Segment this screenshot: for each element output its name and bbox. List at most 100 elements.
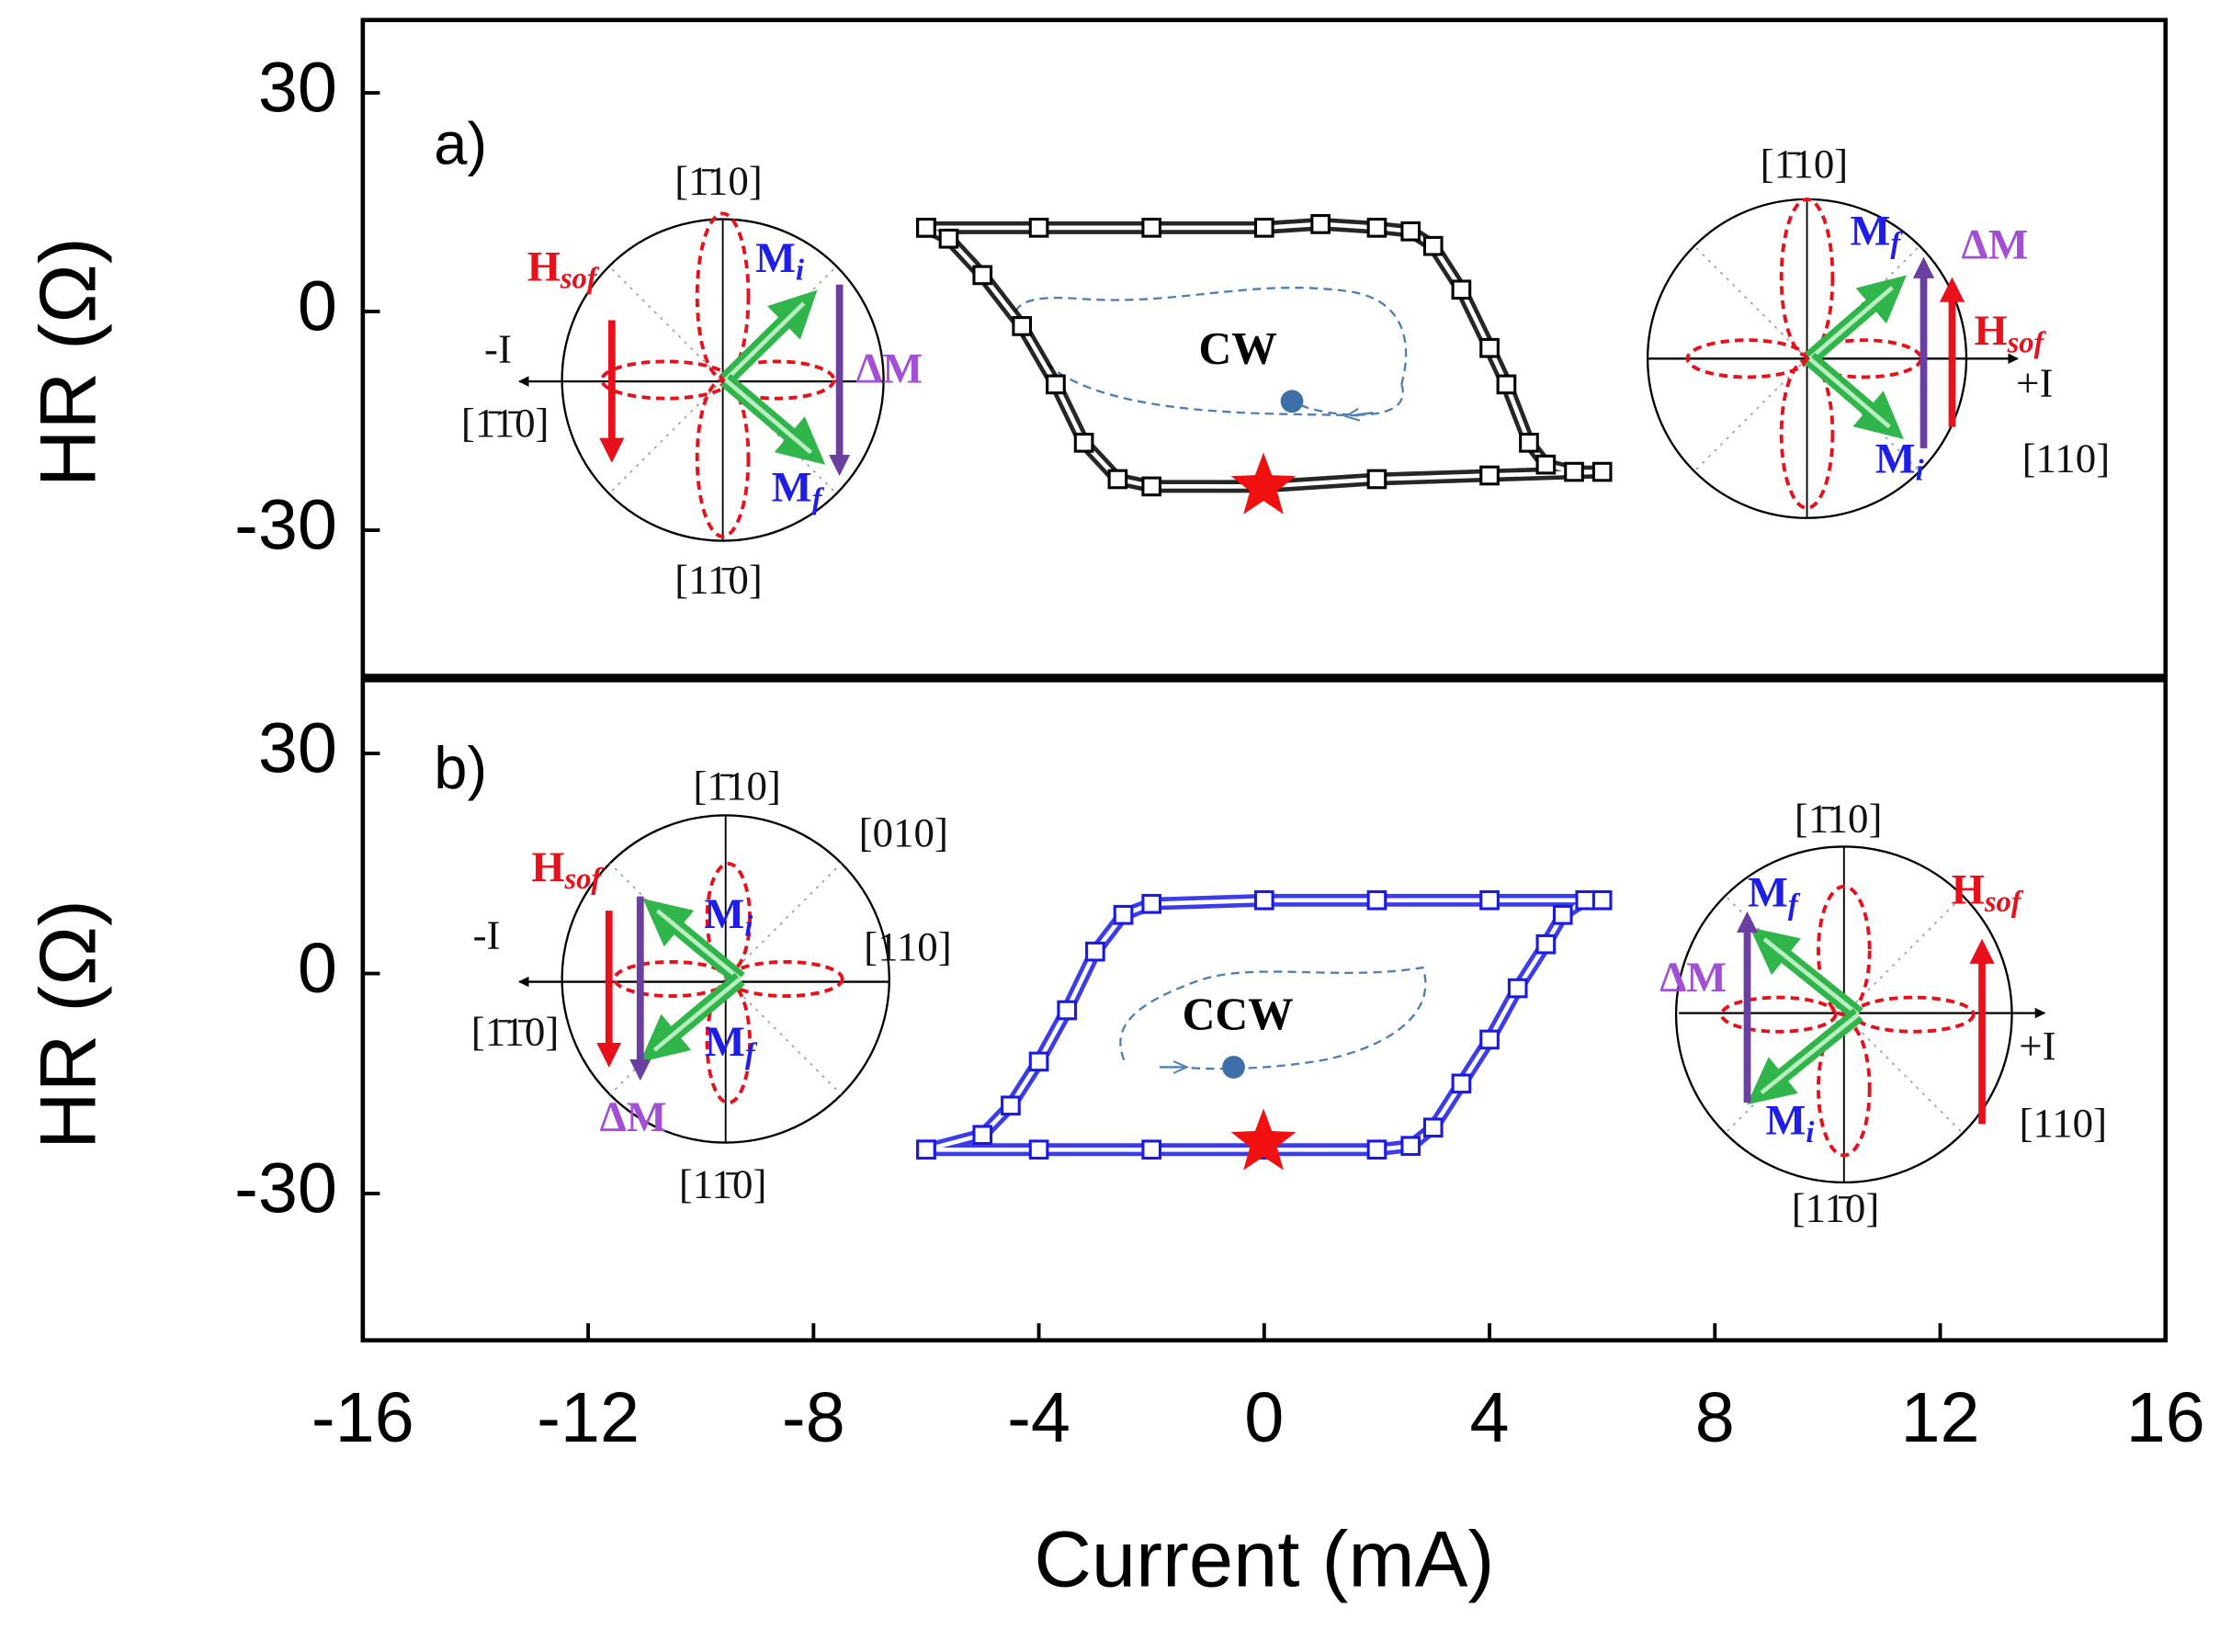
inset-diagonal bbox=[1693, 357, 1808, 472]
data-point bbox=[1141, 1139, 1162, 1160]
x-tick-label: 16 bbox=[2126, 1378, 2205, 1457]
inset-label: [110] bbox=[2019, 1100, 2107, 1146]
chirality-path bbox=[1119, 966, 1427, 1070]
label-main: H bbox=[531, 843, 564, 890]
label-sub: i bbox=[1916, 455, 1924, 488]
data-point bbox=[1400, 1136, 1421, 1157]
data-point bbox=[1057, 1000, 1078, 1021]
data-point bbox=[1507, 978, 1528, 999]
chirality-arrow bbox=[1352, 413, 1374, 415]
label-main: H bbox=[527, 243, 561, 290]
inset-label: Hsof bbox=[531, 843, 604, 896]
inset-diagonal bbox=[1843, 1013, 1964, 1134]
inset-label: [1̄10] bbox=[1795, 795, 1883, 841]
label-sub: i bbox=[796, 255, 804, 288]
magnetization-arrow-core bbox=[1760, 1013, 1860, 1095]
x-tick-label: 0 bbox=[1244, 1378, 1284, 1457]
magnetization-arrow-core bbox=[724, 378, 813, 455]
inset-label: [1̄10] bbox=[674, 158, 763, 204]
label-main: M bbox=[772, 464, 812, 511]
inset-label: Mf bbox=[1851, 208, 1904, 260]
inset-label: Mf bbox=[1748, 869, 1801, 922]
anisotropy-lobe bbox=[726, 959, 844, 998]
anisotropy-lobe bbox=[1719, 995, 1838, 1034]
inset-label: Hsof bbox=[1975, 308, 2047, 360]
panel-label: b) bbox=[434, 734, 487, 801]
data-point bbox=[972, 265, 993, 286]
data-point bbox=[1141, 476, 1162, 497]
label-main: M bbox=[1875, 436, 1916, 482]
anisotropy-lobe bbox=[1685, 338, 1809, 379]
label-main: M bbox=[755, 235, 796, 282]
reference-star bbox=[1230, 452, 1297, 515]
anisotropy-lobe bbox=[1852, 995, 1976, 1034]
data-point bbox=[1479, 465, 1500, 486]
inset-label: ΔM bbox=[1659, 955, 1727, 1001]
x-tick-label: 12 bbox=[1900, 1378, 1979, 1457]
inset-label: Mf bbox=[705, 1019, 758, 1071]
data-point bbox=[938, 228, 959, 249]
chirality-label: CW bbox=[1199, 323, 1277, 374]
inset-label: [11̄0] bbox=[1792, 1185, 1880, 1231]
y-tick-label: -30 bbox=[234, 485, 337, 564]
data-point bbox=[916, 218, 936, 238]
magnetization-arrow-core bbox=[724, 301, 806, 382]
panel-label: a) bbox=[434, 109, 487, 176]
inset-label: Hsof bbox=[527, 243, 600, 296]
data-point bbox=[1028, 1139, 1049, 1160]
label-sub: i bbox=[1806, 1116, 1814, 1149]
magnetization-arrow-core bbox=[655, 909, 742, 981]
label-sub: sof bbox=[1984, 886, 2024, 919]
inset-label: [11̄0] bbox=[679, 1160, 767, 1206]
data-point bbox=[1253, 218, 1274, 238]
data-point bbox=[1422, 1117, 1444, 1138]
data-point bbox=[1591, 889, 1613, 911]
data-point bbox=[1479, 889, 1500, 911]
inset-label: ΔM bbox=[1961, 222, 2028, 269]
label-sub: sof bbox=[560, 263, 600, 296]
data-point bbox=[1451, 1073, 1472, 1094]
inset-diagonal bbox=[1693, 245, 1808, 359]
data-point bbox=[1366, 1139, 1387, 1160]
inset-diagonal bbox=[608, 266, 724, 381]
x-tick-label: -8 bbox=[782, 1378, 845, 1457]
data-point bbox=[1012, 316, 1033, 336]
data-point bbox=[1141, 218, 1162, 238]
data-point bbox=[1400, 221, 1421, 242]
data-point bbox=[1479, 1029, 1500, 1050]
label-sub: f bbox=[812, 483, 825, 516]
inset-label: Mi bbox=[755, 235, 804, 288]
anisotropy-lobe bbox=[1817, 884, 1872, 1017]
inset-label: Mi bbox=[704, 891, 753, 944]
inset-label: Mi bbox=[1875, 436, 1924, 488]
inset-label: ΔM bbox=[855, 345, 923, 392]
data-point bbox=[1519, 432, 1539, 453]
state-dot bbox=[1280, 390, 1304, 413]
data-point bbox=[1366, 889, 1387, 911]
y-tick-label: 0 bbox=[298, 267, 337, 346]
anisotropy-lobe bbox=[718, 359, 836, 401]
inset-label: [1̄1̄0] bbox=[471, 1009, 560, 1055]
data-point bbox=[916, 1139, 936, 1160]
label-main: M bbox=[705, 1019, 745, 1066]
data-point bbox=[1085, 941, 1105, 962]
inset-label: [110] bbox=[2022, 436, 2111, 481]
data-point bbox=[1028, 1051, 1049, 1072]
y-axis-label: HR (Ω) bbox=[24, 900, 112, 1149]
data-point bbox=[972, 1125, 993, 1146]
data-point bbox=[1535, 933, 1557, 955]
label-sub: sof bbox=[2007, 327, 2047, 360]
data-point bbox=[1575, 889, 1596, 911]
inset-label: [110] bbox=[864, 923, 952, 969]
label-main: H bbox=[1975, 308, 2008, 355]
label-main: H bbox=[1952, 866, 1985, 913]
y-tick-label: 30 bbox=[258, 49, 337, 128]
inset-diagonal bbox=[725, 863, 843, 980]
inset-label: Mf bbox=[772, 464, 825, 516]
data-point bbox=[1535, 454, 1557, 475]
data-point bbox=[1451, 279, 1472, 300]
reference-star bbox=[1230, 1108, 1297, 1171]
data-point bbox=[1310, 214, 1331, 234]
x-tick-label: -12 bbox=[537, 1378, 640, 1457]
